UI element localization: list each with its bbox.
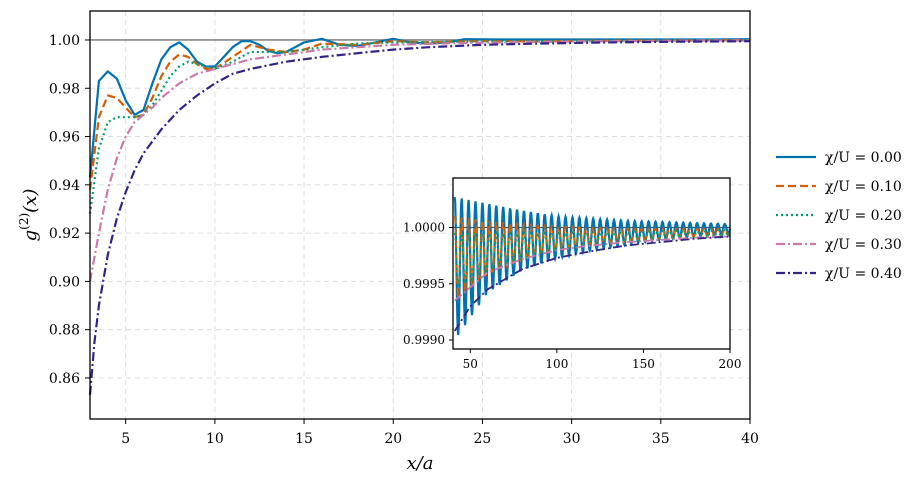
x-tick-label: 30 [563,431,581,447]
y-tick-label: 0.94 [49,178,80,194]
inset-plot-frame [452,177,731,350]
inset-x-tick-label: 150 [632,357,655,371]
main-plot-frame [89,10,751,420]
inset-series-line-chi-3 [454,235,731,302]
y-axis-label: g(2)(x) [17,189,41,242]
x-tick-label: 5 [121,431,130,447]
y-tick-label: 0.98 [49,81,80,97]
inset-series-line-chi-4 [453,235,731,332]
x-tick-label: 35 [652,431,670,447]
inset-x-tick-label: 200 [719,357,742,371]
inset-series-line-chi-1 [453,216,731,299]
main-series-group [88,37,751,395]
x-tick-label: 15 [295,431,313,447]
series-line-chi-4 [88,40,751,395]
inset-ticks: 50 100 150 200 0.9990 0.9995 1.0000 [403,221,741,372]
chart-legend: χ/U = 0.00 χ/U = 0.10 χ/U = 0.20 χ/U = 0.30… [776,150,902,282]
inset-y-tick-label: 1.0000 [403,221,445,235]
series-line-chi-0 [88,37,751,178]
legend-label: χ/U = 0.00 [825,150,902,166]
inset-y-tick-label: 0.9990 [403,333,445,347]
x-tick-label: 40 [741,431,759,447]
main-ticks: 5 10 15 20 25 30 35 40 0.86 0.88 0.90 0.92 0.94 0.96 0… [49,33,759,447]
series-line-chi-1 [88,39,751,190]
series-line-chi-2 [88,39,751,214]
y-tick-label: 0.92 [49,226,80,242]
x-tick-label: 20 [384,431,402,447]
x-tick-label: 10 [206,431,224,447]
legend-label: χ/U = 0.20 [825,208,902,224]
y-tick-label: 0.96 [49,130,80,146]
inset-chart: 50 100 150 200 0.9990 0.9995 1.0000 [403,177,741,372]
series-line-chi-3 [88,39,751,282]
y-tick-label: 0.86 [49,371,80,387]
inset-series-group [453,197,732,336]
legend-label: χ/U = 0.10 [825,179,902,195]
y-tick-label: 0.88 [49,323,80,339]
inset-x-tick-label: 100 [545,357,568,371]
y-tick-label: 0.90 [49,274,80,290]
legend-label: χ/U = 0.30 [825,237,902,253]
y-tick-label: 1.00 [49,33,80,49]
inset-y-tick-label: 0.9995 [403,277,445,291]
inset-x-tick-label: 50 [463,357,478,371]
x-axis-label: x/a [407,453,434,474]
legend-label: χ/U = 0.40 [825,266,902,282]
x-tick-label: 25 [474,431,492,447]
inset-series-line-chi-0 [453,197,732,336]
